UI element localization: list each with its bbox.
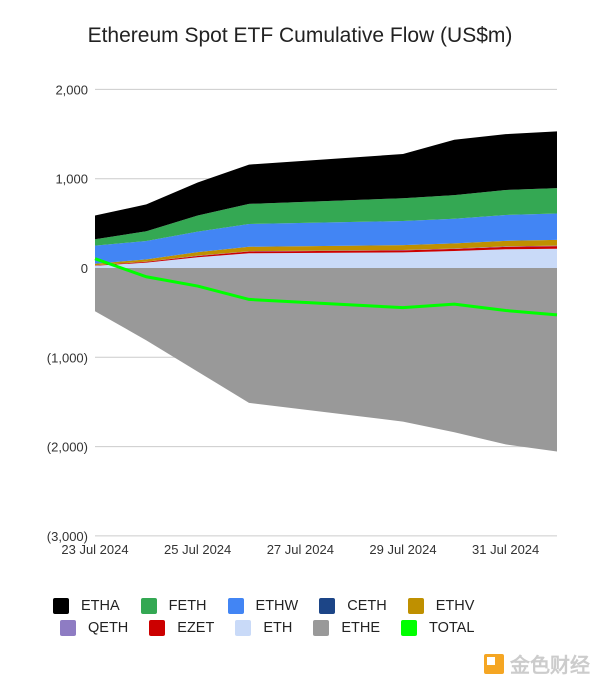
legend-swatch <box>401 620 418 636</box>
legend-label: ETH <box>263 620 293 636</box>
x-tick-label: 25 Jul 2024 <box>164 542 231 557</box>
x-tick-label: 23 Jul 2024 <box>61 542 128 557</box>
legend-label: FETH <box>168 598 207 614</box>
area-ethv <box>95 239 557 266</box>
y-tick-label: 0 <box>81 261 88 276</box>
legend-label: ETHA <box>81 598 120 614</box>
legend-item-ethv: ETHV <box>407 598 475 614</box>
y-tick-label: 1,000 <box>55 172 88 187</box>
legend-row: QETH EZET ETH ETHE TOTAL <box>0 620 600 636</box>
legend-item-ezet: EZET <box>149 620 214 636</box>
legend-swatch <box>53 598 69 614</box>
legend-row: ETHA FETH ETHW CETH ETHV <box>0 598 600 614</box>
area-ezet <box>95 246 557 266</box>
legend-item-eth: ETH <box>235 620 292 636</box>
area-ethe <box>95 268 557 452</box>
area-chart: 2,000 1,000 0 (1,000) (2,000) (3,000)23 Jul 2… <box>47 82 558 557</box>
y-tick-label: (1,000) <box>47 350 88 365</box>
x-tick-label: 27 Jul 2024 <box>267 542 334 557</box>
area-feth <box>95 188 557 246</box>
legend-swatch <box>235 620 252 636</box>
legend-swatch <box>227 598 244 614</box>
legend-item-ethe: ETHE <box>313 620 380 636</box>
legend-label: ETHV <box>435 598 475 614</box>
watermark-logo-icon <box>484 653 504 674</box>
area-ethw <box>95 213 557 264</box>
y-tick-label: 2,000 <box>55 82 88 97</box>
line-total <box>94 257 558 317</box>
legend: ETHA FETH ETHW CETH ETHV QETH EZET ETH ETHE TOTAL <box>0 598 600 642</box>
legend-item-total: TOTAL <box>401 620 474 636</box>
legend-label: ETHW <box>255 598 299 614</box>
chart-title: Ethereum Spot ETF Cumulative Flow (US$m) <box>87 24 513 47</box>
watermark: 金色财经 <box>484 649 590 678</box>
x-tick-label: 29 Jul 2024 <box>369 542 436 557</box>
x-tick-label: 31 Jul 2024 <box>472 542 539 557</box>
area-eth <box>95 248 557 268</box>
legend-label: QETH <box>88 620 129 636</box>
legend-item-qeth: QETH <box>60 620 128 636</box>
legend-item-feth: FETH <box>140 598 207 614</box>
y-tick-label: (3,000) <box>47 529 88 544</box>
legend-swatch <box>140 598 157 614</box>
legend-label: TOTAL <box>429 620 475 636</box>
y-tick-label: (2,000) <box>47 440 88 455</box>
legend-swatch <box>60 620 76 636</box>
legend-label: EZET <box>177 620 215 636</box>
legend-item-ceth: CETH <box>319 598 387 614</box>
legend-label: CETH <box>347 598 387 614</box>
legend-label: ETHE <box>341 620 381 636</box>
legend-item-ethw: ETHW <box>227 598 299 614</box>
legend-swatch <box>149 620 166 636</box>
legend-swatch <box>319 598 336 614</box>
area-etha <box>95 131 557 240</box>
legend-swatch <box>313 620 330 636</box>
legend-item-etha: ETHA <box>53 598 120 614</box>
watermark-text: 金色财经 <box>510 655 590 677</box>
legend-swatch <box>407 598 424 614</box>
